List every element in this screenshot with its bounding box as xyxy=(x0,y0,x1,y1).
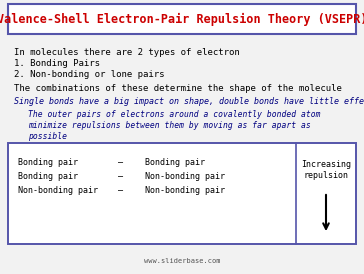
Text: Bonding pair: Bonding pair xyxy=(18,158,78,167)
Text: Non-bonding pair: Non-bonding pair xyxy=(18,186,98,195)
Text: repulsion: repulsion xyxy=(304,171,348,180)
Text: Non-bonding pair: Non-bonding pair xyxy=(145,172,225,181)
Text: Bonding pair: Bonding pair xyxy=(18,172,78,181)
Text: Single bonds have a big impact on shape, double bonds have little effect: Single bonds have a big impact on shape,… xyxy=(14,97,364,106)
Text: In molecules there are 2 types of electron: In molecules there are 2 types of electr… xyxy=(14,48,240,57)
FancyBboxPatch shape xyxy=(8,143,356,244)
Text: –: – xyxy=(118,186,123,195)
Text: 2. Non-bonding or lone pairs: 2. Non-bonding or lone pairs xyxy=(14,70,165,79)
Text: –: – xyxy=(118,172,123,181)
Text: www.sliderbase.com: www.sliderbase.com xyxy=(144,258,220,264)
Text: 1. Bonding Pairs: 1. Bonding Pairs xyxy=(14,59,100,68)
Text: minimize repulsions between them by moving as far apart as: minimize repulsions between them by movi… xyxy=(28,121,311,130)
Text: Increasing: Increasing xyxy=(301,160,351,169)
Text: Non-bonding pair: Non-bonding pair xyxy=(145,186,225,195)
Text: Valence-Shell Electron-Pair Repulsion Theory (VSEPR): Valence-Shell Electron-Pair Repulsion Th… xyxy=(0,12,364,25)
Text: possible: possible xyxy=(28,132,67,141)
FancyBboxPatch shape xyxy=(8,4,356,34)
Text: –: – xyxy=(118,158,123,167)
Text: The combinations of these determine the shape of the molecule: The combinations of these determine the … xyxy=(14,84,342,93)
Text: The outer pairs of electrons around a covalently bonded atom: The outer pairs of electrons around a co… xyxy=(28,110,320,119)
Text: Bonding pair: Bonding pair xyxy=(145,158,205,167)
